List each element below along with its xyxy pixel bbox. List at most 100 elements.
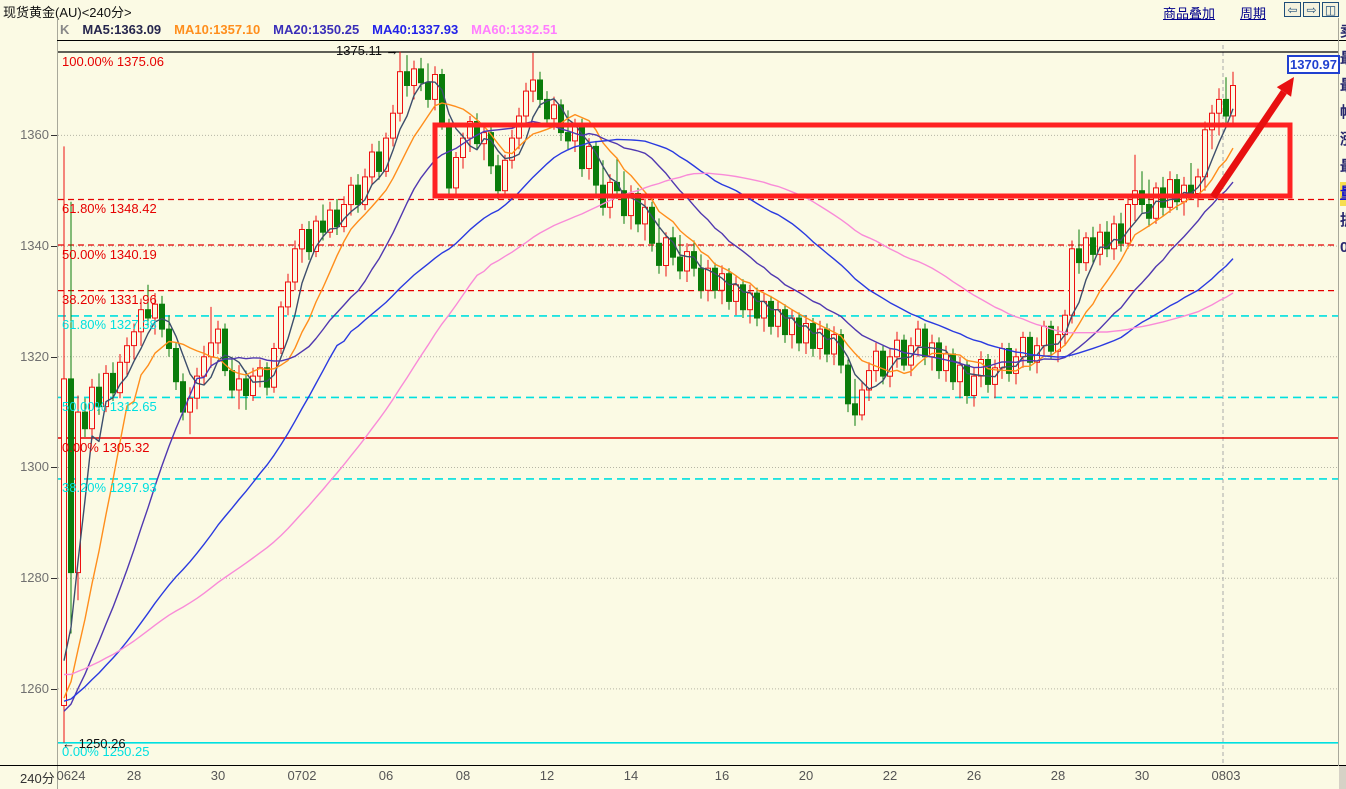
x-axis-date-label: 06 (378, 768, 394, 783)
split-view-button[interactable]: ◫ (1322, 2, 1339, 17)
candle-body (1223, 98, 1229, 117)
candle-body (894, 339, 900, 358)
candle-body (544, 98, 550, 120)
y-axis-tick (51, 578, 57, 580)
candle-body (824, 328, 830, 355)
y-axis-tick (51, 246, 57, 248)
candle-body (173, 348, 179, 383)
candle-body (1048, 325, 1054, 352)
y-axis-tick (51, 688, 57, 690)
y-axis-tick (51, 135, 57, 137)
x-axis-date-label: 30 (1134, 768, 1150, 783)
annotation-arrow-shaft (1210, 89, 1287, 199)
candle-body (922, 328, 928, 358)
side-panel-row[interactable]: 最 (1340, 74, 1346, 98)
side-panel-row[interactable]: 最 (1340, 47, 1346, 71)
candle-body (845, 364, 851, 405)
candle-body (166, 328, 172, 350)
ma60-line (63, 172, 1234, 676)
right-pane-border (1338, 18, 1339, 766)
side-panel-row[interactable]: 最 (1340, 155, 1346, 179)
overlay-compare-link[interactable]: 商品叠加 (1163, 6, 1216, 21)
candle-body (110, 372, 116, 394)
side-panel-row[interactable]: 0 (1340, 239, 1346, 256)
side-panel-row[interactable]: 卖 (1340, 20, 1346, 44)
candle-body (138, 309, 144, 333)
candle-body (726, 273, 732, 302)
candle-body (1027, 336, 1033, 363)
ma-legend-item: MA60:1332.51 (471, 22, 558, 37)
annotation-rectangle (432, 122, 1293, 199)
candle-body (460, 137, 466, 158)
side-panel-row[interactable]: 幅 (1340, 101, 1346, 125)
candle-body (971, 375, 977, 397)
candle-body (383, 137, 389, 172)
candle-body (677, 256, 683, 272)
candle-body (1216, 98, 1222, 114)
candle-body (523, 90, 529, 117)
y-axis-label: 1320 (20, 348, 49, 364)
annotation-arrow-head (1276, 77, 1294, 97)
candle-body (1111, 223, 1117, 250)
ma-legend-item: MA5:1363.09 (82, 22, 162, 37)
ma-legend-item: MA40:1337.93 (372, 22, 459, 37)
side-panel-row[interactable]: 涨 (1340, 128, 1346, 152)
period-link[interactable]: 周期 (1240, 6, 1267, 21)
candlestick-chart[interactable] (58, 41, 1338, 765)
candle-body (509, 137, 515, 161)
last-price-tag: 1370.97 (1287, 55, 1340, 74)
candle-body (551, 104, 557, 120)
candle-body (957, 364, 963, 383)
candle-body (313, 220, 319, 253)
scroll-right-button[interactable]: ⇨ (1303, 2, 1320, 17)
y-axis-tick (51, 467, 57, 469)
candle-body (439, 74, 445, 125)
x-axis-date-label: 22 (882, 768, 898, 783)
candle-body (733, 284, 739, 302)
candle-body (593, 145, 599, 186)
candle-body (880, 350, 886, 377)
scroll-left-button[interactable]: ⇦ (1284, 2, 1301, 17)
top-pane-border (57, 40, 1346, 41)
ma40-line (63, 138, 1234, 702)
x-axis-date-label: 28 (126, 768, 142, 783)
x-axis-date-label: 30 (210, 768, 226, 783)
side-panel-row[interactable]: 量 (1340, 182, 1346, 206)
candle-body (152, 303, 158, 319)
y-axis-tick (51, 356, 57, 358)
candle-body (82, 411, 88, 430)
candle-body (1097, 231, 1103, 255)
candle-body (1083, 237, 1089, 264)
candle-body (89, 386, 95, 430)
candle-body (194, 375, 200, 399)
candle-body (61, 378, 67, 706)
candle-body (68, 378, 74, 574)
candle-body (565, 132, 571, 142)
candle-body (803, 323, 809, 344)
x-axis-date-label: 28 (1050, 768, 1066, 783)
candle-body (1090, 237, 1096, 255)
candle-body (404, 71, 410, 87)
candle-body (131, 331, 137, 347)
ma-legend: K MA5:1363.09 MA10:1357.10 MA20:1350.25 MA4… (60, 22, 557, 37)
ma-legend-item: MA10:1357.10 (174, 22, 261, 37)
x-axis-date-label: 0624 (56, 768, 86, 783)
candle-body (124, 345, 130, 363)
candle-body (1153, 187, 1159, 219)
candle-body (502, 159, 508, 192)
candle-body (796, 317, 802, 344)
candle-body (754, 292, 760, 319)
candle-body (411, 68, 417, 86)
y-axis-label: 1340 (20, 238, 49, 254)
candle-body (908, 345, 914, 366)
candle-body (1167, 179, 1173, 208)
candle-body (145, 309, 151, 319)
x-axis-date-label: 14 (623, 768, 639, 783)
candle-body (355, 184, 361, 206)
candle-body (236, 378, 242, 391)
candle-body (327, 209, 333, 233)
x-axis-date-label: 20 (798, 768, 814, 783)
side-panel-row[interactable]: 振 (1340, 209, 1346, 233)
x-axis-date-label: 08 (455, 768, 471, 783)
